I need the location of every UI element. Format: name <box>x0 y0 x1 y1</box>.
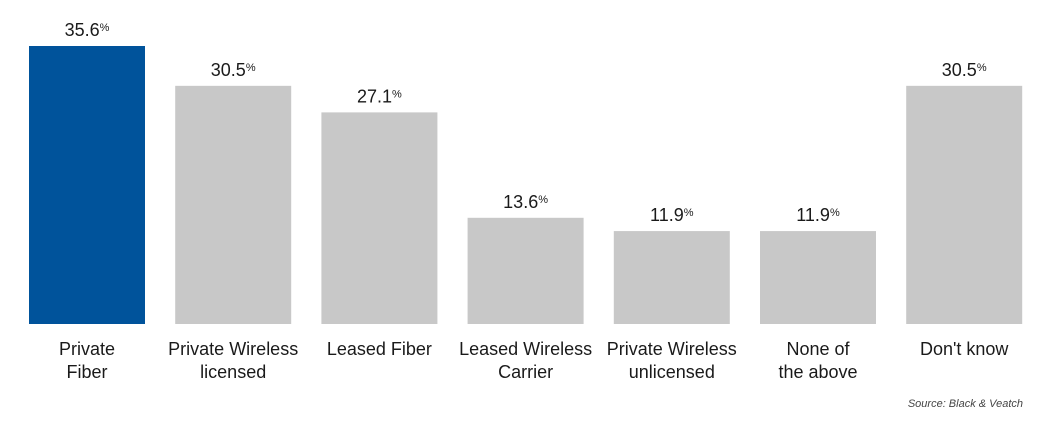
category-label-5: None of the above <box>778 339 857 382</box>
bar-6 <box>906 85 1023 325</box>
category-label-0: Private Fiber <box>59 339 115 382</box>
data-label-5: 11.9% <box>796 205 840 225</box>
data-label-4: 11.9% <box>650 205 694 225</box>
data-label-3: 13.6% <box>503 192 548 212</box>
bar-3 <box>467 217 584 324</box>
bar-4 <box>613 231 730 324</box>
bar-2 <box>321 112 438 324</box>
data-label-1: 30.5% <box>211 60 256 80</box>
category-label-1: Private Wireless licensed <box>168 339 298 382</box>
bar-1 <box>175 85 292 325</box>
category-label-3: Leased Wireless Carrier <box>459 339 592 382</box>
bar-5 <box>760 231 876 324</box>
category-label-6: Don't know <box>920 339 1009 359</box>
category-label-2: Leased Fiber <box>327 339 432 359</box>
source-note: Source: Black & Veatch <box>907 398 1023 410</box>
data-label-6: 30.5% <box>942 60 987 80</box>
category-label-4: Private Wireless unlicensed <box>607 339 737 382</box>
data-label-0: 35.6% <box>65 20 110 40</box>
data-label-2: 27.1% <box>357 86 402 106</box>
bar-0 <box>29 46 145 324</box>
